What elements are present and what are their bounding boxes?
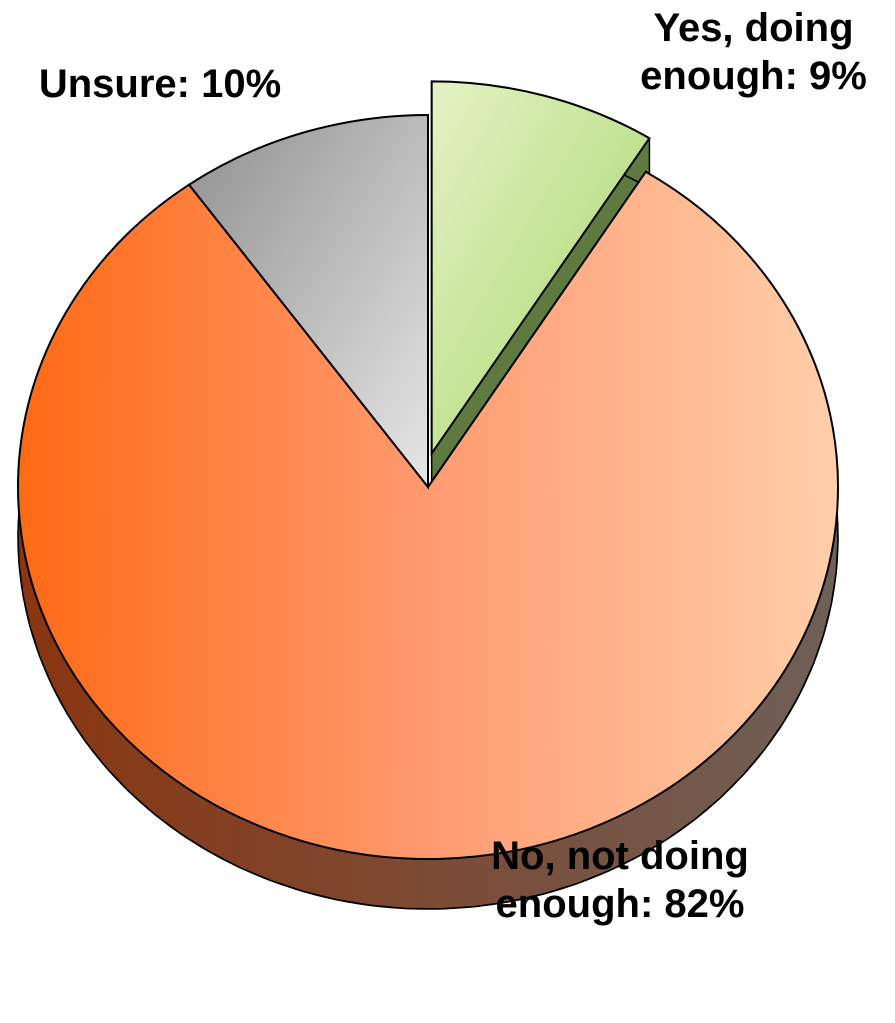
slice — [430, 80, 651, 457]
data-label: No, not doing enough: 82% — [491, 834, 749, 926]
slice — [17, 170, 839, 860]
slice — [187, 113, 429, 490]
data-label: Unsure: 10% — [38, 62, 282, 106]
data-label: Yes, doing enough: 9% — [640, 6, 867, 98]
